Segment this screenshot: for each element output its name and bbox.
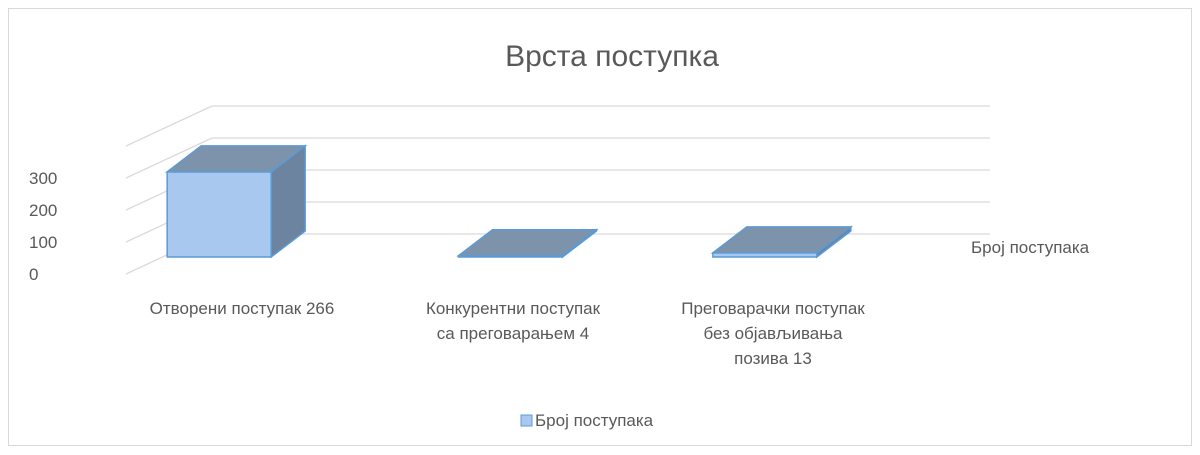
category-labels: Отворени поступак 266 Конкурентни поступа… bbox=[150, 299, 866, 368]
category-label-line: без објављивања bbox=[703, 324, 843, 343]
y-tick-label: 200 bbox=[29, 201, 57, 220]
chart-area: Врста поступка 0 100 200 300 Отворени посту… bbox=[8, 8, 1192, 446]
category-label-line: са преговарањем 4 bbox=[437, 324, 589, 343]
gridline bbox=[125, 105, 990, 147]
bar-top bbox=[164, 145, 308, 173]
category-label-line: Преговарачки поступак bbox=[681, 299, 865, 318]
bar bbox=[456, 228, 599, 259]
gridline bbox=[125, 137, 990, 179]
category-label-line: Отворени поступак 266 bbox=[150, 299, 335, 318]
bar-top bbox=[456, 228, 599, 257]
category-label-line: Конкурентни поступак bbox=[426, 299, 601, 318]
chart-svg: Врста поступка 0 100 200 300 Отворени посту… bbox=[29, 40, 1090, 430]
chart-title: Врста поступка bbox=[505, 40, 719, 73]
category-label: Преговарачки поступак без објављивања пози… bbox=[681, 299, 865, 368]
legend-swatch bbox=[520, 414, 533, 427]
legend: Број поступака bbox=[520, 411, 654, 430]
bar bbox=[164, 144, 308, 259]
bar-front bbox=[166, 171, 272, 258]
bar-top bbox=[710, 226, 854, 254]
depth-axis-label: Број поступака bbox=[971, 238, 1090, 257]
y-tick-label: 100 bbox=[29, 233, 57, 252]
bar bbox=[710, 225, 854, 259]
y-tick-label: 300 bbox=[29, 169, 57, 188]
y-axis-ticks: 0 100 200 300 bbox=[29, 169, 57, 284]
legend-label: Број поступака bbox=[535, 411, 654, 430]
category-label-line: позива 13 bbox=[734, 349, 812, 368]
category-label: Конкурентни поступак са преговарањем 4 bbox=[426, 299, 601, 343]
bars bbox=[164, 144, 854, 259]
y-tick-label: 0 bbox=[29, 265, 38, 284]
category-label: Отворени поступак 266 bbox=[150, 299, 335, 318]
